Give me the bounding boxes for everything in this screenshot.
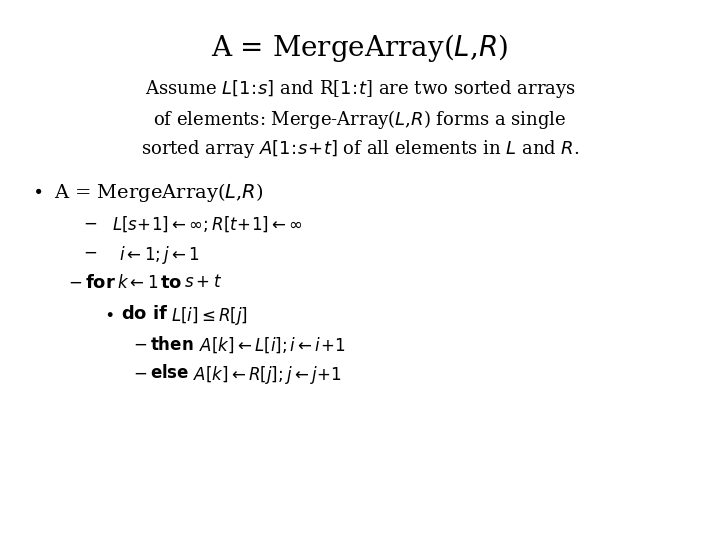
Text: $i\leftarrow 1; j\leftarrow 1$: $i\leftarrow 1; j\leftarrow 1$ (119, 244, 199, 266)
Text: $-$: $-$ (83, 214, 97, 231)
Text: Assume $L[1\!:\!s]$ and R[$1\!:\!t$] are two sorted arrays: Assume $L[1\!:\!s]$ and R[$1\!:\!t$] are… (145, 78, 575, 100)
Text: $-$: $-$ (133, 336, 148, 353)
Text: $\mathbf{do\ if}$: $\mathbf{do\ if}$ (121, 305, 168, 323)
Text: $s + t$: $s + t$ (184, 274, 222, 291)
Text: $\mathbf{to}$: $\mathbf{to}$ (160, 274, 182, 292)
Text: $\bullet$: $\bullet$ (32, 181, 42, 199)
Text: $\mathbf{for}$: $\mathbf{for}$ (85, 274, 116, 292)
Text: of elements: Merge-Array($L$,$R$) forms a single: of elements: Merge-Array($L$,$R$) forms … (153, 108, 567, 131)
Text: A = MergeArray($L$,$R$): A = MergeArray($L$,$R$) (54, 181, 264, 204)
Text: sorted array $A[1\!:\!s\!+\!t]$ of all elements in $L$ and $R$.: sorted array $A[1\!:\!s\!+\!t]$ of all e… (140, 138, 580, 160)
Text: $-$: $-$ (133, 364, 148, 381)
Text: $\mathbf{then}$: $\mathbf{then}$ (150, 336, 193, 354)
Text: $-$: $-$ (68, 274, 83, 291)
Text: $k \leftarrow 1$: $k \leftarrow 1$ (117, 274, 158, 292)
Text: $A[k]\leftarrow R[j]; j\leftarrow j\!+\!1$: $A[k]\leftarrow R[j]; j\leftarrow j\!+\!… (193, 364, 342, 387)
Text: $L[i]\leq R[j]$: $L[i]\leq R[j]$ (171, 305, 248, 327)
Text: A = MergeArray($L$,$R$): A = MergeArray($L$,$R$) (212, 32, 508, 64)
Text: $\bullet$: $\bullet$ (104, 305, 114, 322)
Text: $-$: $-$ (83, 244, 97, 261)
Text: $\mathbf{else}$: $\mathbf{else}$ (150, 364, 189, 382)
Text: $L[s\!+\!1]\leftarrow\infty; R[t\!+\!1]\leftarrow\infty$: $L[s\!+\!1]\leftarrow\infty; R[t\!+\!1]\… (112, 214, 302, 234)
Text: $A[k]\leftarrow L[i]; i\leftarrow i\!+\!1$: $A[k]\leftarrow L[i]; i\leftarrow i\!+\!… (199, 336, 346, 355)
